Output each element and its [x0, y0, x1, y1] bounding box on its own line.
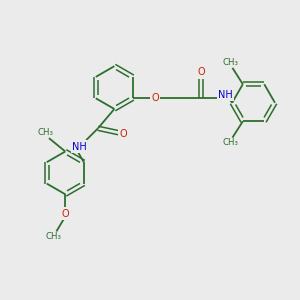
Text: CH₃: CH₃	[222, 139, 238, 148]
Text: CH₃: CH₃	[38, 128, 53, 137]
Text: O: O	[61, 208, 69, 219]
Text: O: O	[119, 129, 127, 139]
Text: CH₃: CH₃	[45, 232, 62, 241]
Text: NH: NH	[72, 142, 87, 152]
Text: O: O	[197, 68, 205, 77]
Text: NH: NH	[218, 90, 233, 100]
Text: O: O	[151, 93, 159, 103]
Text: CH₃: CH₃	[222, 58, 238, 67]
